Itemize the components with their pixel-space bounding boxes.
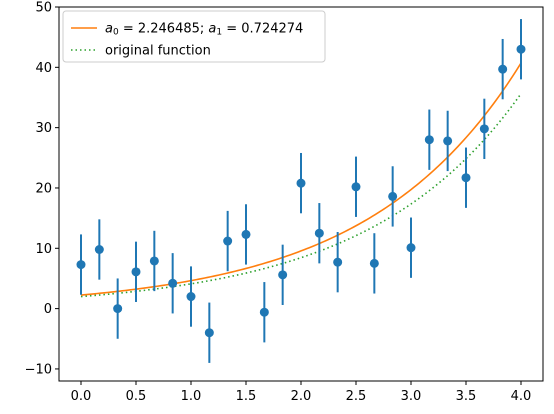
x-tick-label: 0.5 [126,389,147,404]
point-marker [461,173,471,183]
data-point [131,241,141,302]
legend-label-fit: a0 = 2.246485; a1 = 0.724274 [105,22,303,38]
data-point [443,110,453,172]
data-point [259,282,269,343]
y-axis-ticks: −10 0 10 20 30 40 50 [25,1,59,377]
point-marker [223,236,233,246]
y-tick-label: 50 [35,1,52,16]
x-tick-label: 0.0 [71,389,92,404]
x-tick-label: 1.0 [181,389,202,404]
point-marker [424,135,434,145]
point-marker [204,328,214,338]
y-tick-label: 40 [35,61,52,76]
x-tick-label: 2.5 [346,389,367,404]
x-tick-label: 3.5 [456,389,477,404]
data-point [314,203,324,264]
x-tick-label: 4.0 [511,389,532,404]
data-point [278,244,288,305]
x-tick-label: 2.0 [291,389,312,404]
point-marker [296,178,306,188]
point-marker [333,257,343,267]
data-point [333,232,343,293]
data-point [241,204,251,265]
data-point [76,234,86,295]
data-point [223,210,233,272]
data-point [369,233,379,294]
point-marker [406,243,416,253]
legend-box [62,10,326,63]
y-tick-label: 10 [35,242,52,257]
y-tick-label: 30 [35,121,52,136]
data-point [204,302,214,363]
data-points-layer [76,19,526,363]
data-point [168,253,178,314]
data-point [479,98,489,160]
y-tick-label: −10 [25,362,52,377]
point-marker [351,182,361,192]
data-point [406,217,416,278]
y-tick-label: 20 [35,181,52,196]
x-axis-ticks: 0.0 0.5 1.0 1.5 2.0 2.5 3.0 3.5 4.0 [71,381,532,404]
legend-label-original: original function [105,44,211,59]
point-marker [443,136,453,146]
point-marker [498,64,508,74]
x-tick-label: 1.5 [236,389,257,404]
x-tick-label: 3.0 [401,389,422,404]
data-point [186,266,196,327]
point-marker [94,244,104,254]
data-point [149,230,159,292]
point-marker [516,44,526,54]
data-point [498,38,508,100]
data-point [388,166,398,227]
y-tick-label: 0 [44,302,52,317]
data-point [516,19,526,80]
point-marker [314,228,324,238]
point-marker [76,260,86,270]
data-point [424,109,434,170]
point-marker [168,278,178,288]
point-marker [113,304,123,314]
data-point [461,147,471,208]
point-marker [369,258,379,268]
point-marker [278,270,288,280]
point-marker [479,124,489,134]
data-point [296,152,306,214]
point-marker [241,229,251,239]
point-marker [131,267,141,277]
data-point [94,219,104,280]
data-point [113,278,123,339]
point-marker [388,191,398,201]
point-marker [259,307,269,317]
legend: a0 = 2.246485; a1 = 0.724274 original fun… [62,10,326,63]
point-marker [186,292,196,302]
data-point [351,156,361,217]
point-marker [149,256,159,266]
